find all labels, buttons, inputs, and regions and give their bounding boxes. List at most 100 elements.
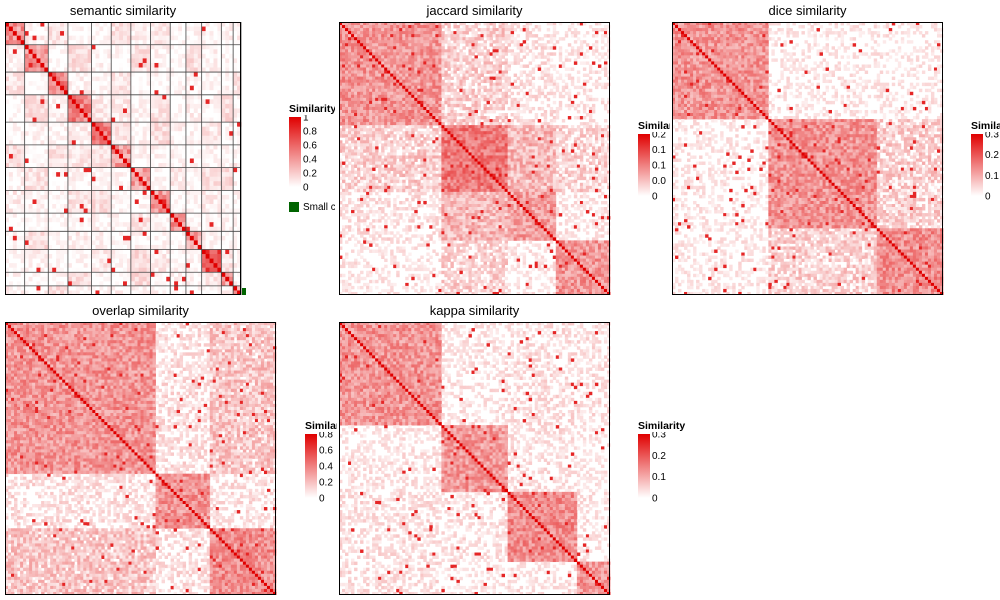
jaccard-heatmap bbox=[339, 22, 611, 295]
heatmap-cell bbox=[189, 94, 195, 100]
heatmap-cell bbox=[48, 113, 53, 118]
heatmap-cell bbox=[119, 44, 124, 50]
heatmap-cell bbox=[402, 28, 406, 32]
heatmap-cell bbox=[417, 37, 421, 41]
heatmap-cell bbox=[441, 58, 445, 62]
heatmap-cell bbox=[5, 213, 10, 219]
heatmap-cell bbox=[166, 81, 171, 87]
heatmap-cell bbox=[8, 94, 14, 100]
heatmap-cell bbox=[138, 249, 144, 255]
heatmap-cell bbox=[225, 226, 230, 232]
heatmap-cell bbox=[435, 58, 439, 62]
heatmap-cell bbox=[209, 194, 214, 200]
heatmap-cell bbox=[154, 131, 159, 137]
heatmap-cell bbox=[91, 53, 96, 59]
heatmap-cell bbox=[20, 158, 26, 164]
heatmap-cell bbox=[111, 108, 116, 114]
heatmap-cell bbox=[558, 49, 563, 53]
heatmap-cell bbox=[213, 208, 218, 214]
heatmap-cell bbox=[225, 267, 230, 273]
heatmap-cell bbox=[477, 73, 481, 77]
heatmap-cell bbox=[513, 37, 518, 41]
heatmap-cell bbox=[423, 55, 427, 59]
heatmap-cell bbox=[201, 222, 206, 228]
heatmap-cell bbox=[193, 208, 199, 214]
heatmap-cell bbox=[111, 231, 116, 237]
heatmap-cell bbox=[5, 276, 10, 282]
heatmap-cell bbox=[119, 176, 124, 182]
heatmap-cell bbox=[95, 290, 100, 295]
heatmap-cell bbox=[16, 49, 22, 55]
heatmap-cell bbox=[237, 163, 242, 168]
heatmap-cell bbox=[36, 117, 41, 123]
heatmap-cell bbox=[67, 285, 73, 291]
heatmap-cell bbox=[233, 199, 238, 205]
heatmap-cell bbox=[146, 72, 151, 77]
heatmap-cell bbox=[150, 181, 155, 187]
heatmap-cell bbox=[16, 249, 22, 255]
heatmap-cell bbox=[339, 49, 343, 53]
heatmap-cell bbox=[158, 44, 163, 50]
heatmap-cell bbox=[351, 43, 355, 47]
heatmap-cell bbox=[513, 79, 518, 84]
heatmap-cell bbox=[174, 172, 179, 178]
heatmap-cell bbox=[111, 94, 116, 100]
heatmap-cell bbox=[555, 70, 560, 74]
heatmap-cell bbox=[357, 61, 361, 65]
heatmap-cell bbox=[432, 46, 436, 50]
heatmap-cell bbox=[75, 40, 81, 46]
heatmap-cell bbox=[423, 28, 427, 32]
heatmap-cell bbox=[393, 70, 397, 74]
heatmap-cell bbox=[111, 226, 116, 232]
heatmap-cell bbox=[158, 190, 163, 196]
heatmap-cell bbox=[396, 52, 400, 56]
heatmap-cell bbox=[162, 281, 167, 287]
heatmap-cell bbox=[576, 79, 581, 84]
heatmap-cell bbox=[201, 176, 206, 182]
heatmap-cell bbox=[56, 26, 61, 32]
heatmap-cell bbox=[185, 44, 191, 50]
heatmap-cell bbox=[543, 73, 548, 77]
heatmap-cell bbox=[142, 226, 147, 232]
heatmap-cell bbox=[71, 276, 77, 282]
heatmap-cell bbox=[44, 99, 49, 105]
heatmap-cell bbox=[237, 94, 242, 100]
heatmap-cell bbox=[71, 244, 77, 250]
heatmap-cell bbox=[209, 76, 214, 82]
heatmap-cell bbox=[564, 58, 569, 62]
heatmap-cell bbox=[134, 281, 140, 287]
heatmap-cell bbox=[28, 272, 33, 278]
heatmap-cell bbox=[115, 258, 120, 264]
heatmap-cell bbox=[213, 213, 218, 219]
heatmap-cell bbox=[426, 28, 430, 32]
heatmap-cell bbox=[107, 113, 112, 118]
heatmap-cell bbox=[465, 70, 469, 74]
heatmap-cell bbox=[209, 113, 214, 118]
heatmap-cell bbox=[28, 249, 33, 255]
heatmap-cell bbox=[209, 231, 214, 237]
heatmap-cell bbox=[166, 140, 171, 146]
heatmap-cell bbox=[115, 49, 120, 55]
heatmap-cell bbox=[193, 135, 199, 141]
heatmap-cell bbox=[432, 61, 436, 65]
heatmap-cell bbox=[52, 103, 57, 109]
heatmap-cell bbox=[205, 181, 210, 187]
heatmap-cell bbox=[217, 194, 222, 200]
heatmap-cell bbox=[75, 258, 81, 264]
heatmap-cell bbox=[87, 285, 92, 291]
heatmap-cell bbox=[150, 122, 155, 128]
heatmap-cell bbox=[158, 153, 163, 159]
heatmap-cell bbox=[79, 49, 85, 55]
heatmap-cell bbox=[79, 90, 85, 96]
heatmap-cell bbox=[91, 149, 96, 155]
heatmap-cell bbox=[205, 185, 210, 191]
heatmap-cell bbox=[229, 194, 234, 200]
heatmap-cell bbox=[205, 67, 210, 73]
heatmap-cell bbox=[5, 126, 10, 132]
heatmap-cell bbox=[71, 172, 77, 178]
heatmap-cell bbox=[182, 217, 187, 223]
heatmap-cell bbox=[201, 35, 206, 41]
heatmap-cell bbox=[99, 117, 104, 123]
heatmap-cell bbox=[24, 58, 29, 64]
heatmap-cell bbox=[513, 58, 518, 62]
